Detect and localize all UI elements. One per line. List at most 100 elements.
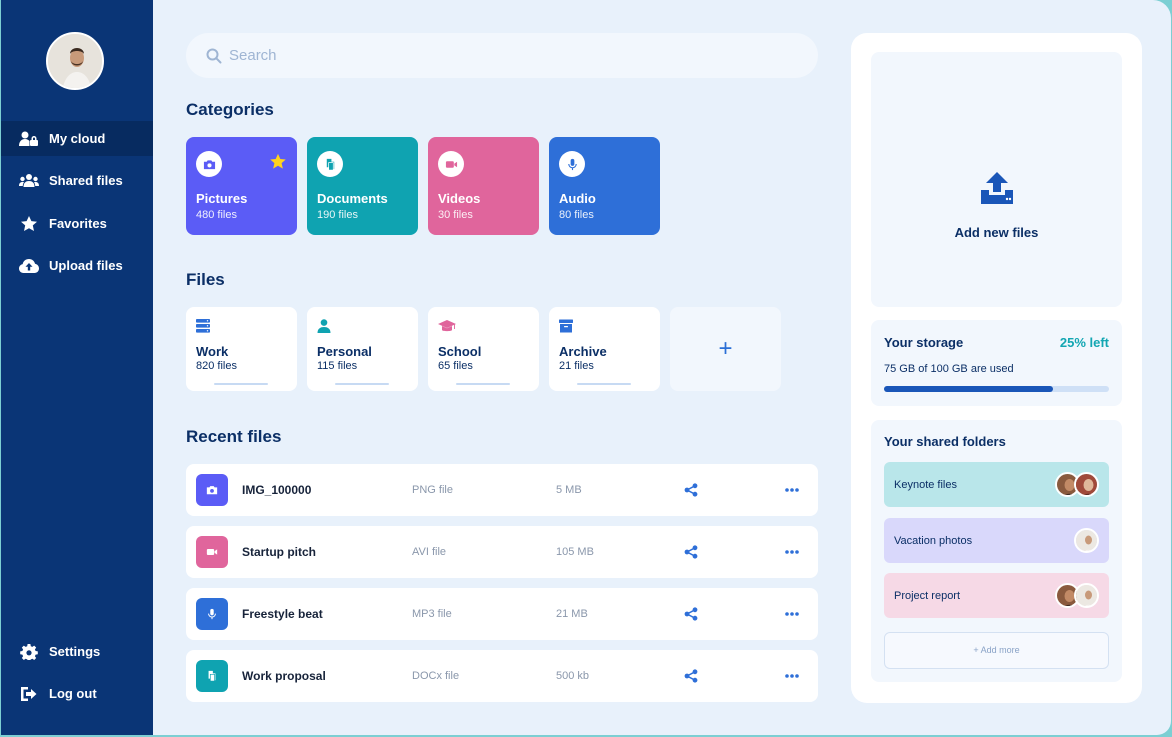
folder-count: 65 files [438,360,473,372]
add-new-files-dropzone[interactable]: Add new files [871,52,1122,307]
file-name: Work proposal [242,669,326,683]
server-icon [196,319,210,333]
logout-icon [21,686,37,701]
avatar [1074,472,1099,497]
category-card-documents[interactable]: Documents 190 files [307,137,418,235]
user-lock-icon [19,131,38,146]
folder-card-archive[interactable]: Archive 21 files [549,307,660,391]
sidebar-item-upload-files[interactable]: Upload files [1,248,153,283]
sidebar-item-label: Favorites [49,216,107,231]
file-name: Freestyle beat [242,607,323,621]
video-icon [206,549,218,555]
folder-card-school[interactable]: School 65 files [428,307,539,391]
table-row[interactable]: Freestyle beat MP3 file 21 MB [186,588,818,640]
folder-count: 115 files [317,360,358,372]
folder-underline [456,383,510,385]
avatar [1074,528,1099,553]
sidebar-item-label: Shared files [49,173,123,188]
sidebar-item-favorites[interactable]: Favorites [1,206,153,241]
share-icon[interactable] [684,669,698,683]
category-card-audio[interactable]: Audio 80 files [549,137,660,235]
member-avatars [1055,583,1099,608]
users-icon [19,173,39,187]
share-icon[interactable] [684,607,698,621]
shared-folder-name: Project report [894,589,961,602]
member-avatars [1055,472,1099,497]
sidebar-item-label: Upload files [49,258,123,273]
storage-used-text: 75 GB of 100 GB are used [884,363,1014,375]
upload-tray-icon [981,172,1013,204]
file-type: MP3 file [412,608,452,620]
category-name: Documents [317,191,388,206]
star-icon [21,215,37,231]
user-icon [317,319,331,333]
add-folder-button[interactable]: + [670,307,781,391]
files-title: Files [186,270,225,289]
sidebar-item-settings[interactable]: Settings [1,634,153,669]
sidebar-item-shared-files[interactable]: Shared files [1,163,153,198]
microphone-icon [208,608,216,620]
shared-folder-name: Keynote files [894,478,957,491]
table-row[interactable]: Startup pitch AVI file 105 MB [186,526,818,578]
file-type: DOCx file [412,670,460,682]
graduation-cap-icon [438,320,456,332]
folder-count: 820 files [196,360,237,372]
folder-card-personal[interactable]: Personal 115 files [307,307,418,391]
folder-underline [577,383,631,385]
storage-progress-fill [884,386,1053,392]
recent-files-title: Recent files [186,427,282,446]
share-icon[interactable] [684,483,698,497]
category-count: 30 files [438,209,473,221]
category-count: 190 files [317,209,358,221]
archive-box-icon [559,319,573,333]
file-size: 5 MB [556,484,582,496]
table-row[interactable]: IMG_100000 PNG file 5 MB [186,464,818,516]
file-type-badge [196,474,228,506]
storage-title: Your storage [884,335,964,350]
camera-icon [203,159,215,169]
table-row[interactable]: Work proposal DOCx file 500 kb [186,650,818,702]
video-icon [445,160,457,168]
more-options-icon[interactable] [784,611,800,617]
sidebar: My cloud Shared files Favorites Upload f… [1,0,153,735]
sidebar-item-my-cloud[interactable]: My cloud [1,121,153,156]
shared-folder-keynote[interactable]: Keynote files [884,462,1109,507]
storage-progress-bar [884,386,1109,392]
file-type-badge [196,660,228,692]
storage-left: 25% left [1059,335,1109,350]
search-icon [206,48,222,63]
folder-card-work[interactable]: Work 820 files [186,307,297,391]
search-placeholder: Search [229,47,277,64]
more-options-icon[interactable] [784,549,800,555]
file-size: 500 kb [556,670,590,682]
share-icon[interactable] [684,545,698,559]
sidebar-item-label: Settings [49,644,101,659]
camera-icon [206,486,218,495]
shared-folders-card: Your shared folders Keynote files Vacati… [871,420,1122,682]
folder-underline [214,383,268,385]
sidebar-item-logout[interactable]: Log out [1,676,153,711]
microphone-icon-badge [559,151,585,177]
category-card-pictures[interactable]: Pictures 480 files [186,137,297,235]
category-count: 80 files [559,209,594,221]
search-input[interactable]: Search [186,33,818,78]
shared-folder-name: Vacation photos [894,534,973,547]
shared-folder-project-report[interactable]: Project report [884,573,1109,618]
document-icon-badge [317,151,343,177]
right-panel: Add new files Your storage 25% left 75 G… [851,33,1142,703]
sidebar-item-label: My cloud [49,131,106,146]
microphone-icon [567,158,577,170]
avatar[interactable] [46,32,104,90]
shared-folder-vacation[interactable]: Vacation photos [884,518,1109,563]
folder-name: School [438,344,482,359]
more-options-icon[interactable] [784,487,800,493]
file-type: AVI file [412,546,447,558]
file-size: 105 MB [556,546,594,558]
more-options-icon[interactable] [784,673,800,679]
shared-folders-title: Your shared folders [884,434,1006,449]
add-more-button[interactable]: + Add more [884,632,1109,669]
category-card-videos[interactable]: Videos 30 files [428,137,539,235]
video-icon-badge [438,151,464,177]
file-type-badge [196,536,228,568]
favorite-star-icon[interactable] [269,153,287,171]
